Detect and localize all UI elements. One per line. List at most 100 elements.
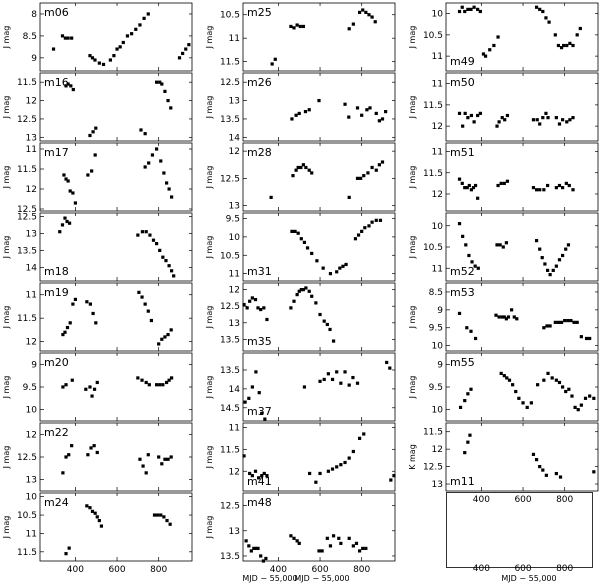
data-point bbox=[65, 325, 70, 330]
data-point bbox=[318, 312, 322, 317]
empty-panel bbox=[446, 492, 593, 568]
data-point bbox=[89, 446, 93, 450]
y-tick-label: 13.5 bbox=[220, 366, 240, 376]
y-axis-label: J mag bbox=[205, 26, 214, 50]
data-point bbox=[351, 544, 355, 548]
y-tick-label: 13.5 bbox=[220, 335, 240, 345]
data-point bbox=[289, 534, 293, 538]
data-point bbox=[467, 183, 471, 188]
data-point bbox=[297, 289, 301, 293]
data-point bbox=[250, 385, 254, 389]
data-point bbox=[583, 396, 588, 400]
y-axis-label: J mag bbox=[2, 376, 11, 400]
panel-label-m25: m25 bbox=[247, 6, 272, 19]
data-point bbox=[92, 444, 96, 448]
y-axis-label: J mag bbox=[2, 26, 11, 50]
data-point bbox=[249, 549, 253, 553]
panel-label-m50: m50 bbox=[450, 76, 475, 89]
data-point bbox=[90, 509, 95, 513]
data-point bbox=[538, 464, 542, 469]
data-point bbox=[152, 513, 157, 517]
data-point bbox=[358, 549, 362, 553]
y-tick-label: 10 bbox=[26, 406, 38, 416]
y-tick-label: 11 bbox=[26, 291, 37, 301]
data-point bbox=[563, 318, 567, 323]
data-point bbox=[162, 515, 166, 519]
y-tick-label: 12.5 bbox=[220, 174, 240, 184]
data-point bbox=[360, 113, 364, 117]
y-tick-label: 10 bbox=[432, 222, 444, 232]
data-point bbox=[374, 218, 378, 222]
data-point bbox=[299, 288, 303, 292]
y-axis-label: J mag bbox=[2, 516, 11, 540]
data-point bbox=[514, 389, 518, 394]
panel-frame bbox=[242, 142, 396, 212]
data-point bbox=[339, 463, 343, 467]
data-point bbox=[347, 27, 351, 31]
data-point bbox=[344, 262, 348, 267]
light-curve-panel-m17: 11 11.5 12 12.5 J mag m17 bbox=[2, 142, 193, 215]
data-point bbox=[496, 35, 500, 39]
data-point bbox=[265, 474, 269, 478]
data-point bbox=[472, 5, 476, 9]
data-point bbox=[531, 452, 536, 456]
y-tick-label: 13 bbox=[26, 133, 37, 143]
data-point bbox=[368, 106, 372, 110]
data-point bbox=[165, 518, 169, 523]
panel-frame bbox=[39, 212, 193, 282]
panel-frame bbox=[242, 352, 396, 422]
data-point bbox=[63, 330, 67, 334]
data-point bbox=[146, 453, 150, 457]
data-point bbox=[331, 534, 336, 538]
y-tick-label: 10 bbox=[432, 342, 444, 352]
y-axis-label: J mag bbox=[408, 96, 417, 120]
y-axis-label: J mag bbox=[205, 236, 214, 260]
data-point bbox=[317, 98, 321, 103]
data-point bbox=[358, 10, 362, 14]
data-point bbox=[156, 513, 160, 517]
data-point bbox=[328, 544, 333, 548]
data-point bbox=[359, 176, 363, 180]
data-point bbox=[546, 268, 550, 272]
data-point bbox=[144, 380, 148, 385]
data-point bbox=[308, 471, 312, 476]
panel-label-m41: m41 bbox=[247, 475, 272, 488]
data-point bbox=[61, 385, 65, 389]
data-point bbox=[260, 411, 264, 416]
y-tick-label: 12 bbox=[229, 467, 240, 477]
data-point bbox=[295, 23, 299, 27]
x-axis-label-col1: MJD − 55,000 bbox=[242, 574, 297, 583]
data-point bbox=[292, 536, 296, 540]
data-point bbox=[361, 546, 365, 551]
data-point bbox=[139, 128, 143, 132]
data-point bbox=[355, 381, 360, 385]
data-point bbox=[302, 385, 307, 389]
data-point bbox=[151, 238, 156, 242]
data-point bbox=[95, 380, 99, 385]
data-point bbox=[353, 237, 358, 241]
data-point bbox=[95, 515, 99, 519]
data-point bbox=[521, 401, 525, 405]
data-point bbox=[71, 87, 75, 92]
data-point bbox=[302, 240, 307, 245]
y-tick-label: 10 bbox=[432, 406, 444, 416]
data-point bbox=[564, 247, 568, 251]
y-tick-label: 8 bbox=[31, 10, 37, 20]
data-point bbox=[503, 118, 507, 122]
data-point bbox=[467, 253, 471, 258]
data-point bbox=[544, 16, 548, 20]
light-curve-panel-m51: 11 11.5 12 J mag m51 bbox=[408, 142, 599, 212]
data-point bbox=[71, 191, 75, 195]
panel-label-m16: m16 bbox=[44, 76, 69, 89]
data-point bbox=[265, 317, 269, 322]
data-point bbox=[469, 329, 473, 333]
data-point bbox=[90, 56, 95, 60]
panel-frame bbox=[242, 282, 396, 352]
panel-label-m37: m37 bbox=[247, 405, 272, 418]
data-point bbox=[65, 219, 69, 224]
data-point bbox=[245, 306, 249, 310]
data-point bbox=[88, 302, 92, 306]
data-point bbox=[289, 306, 293, 310]
